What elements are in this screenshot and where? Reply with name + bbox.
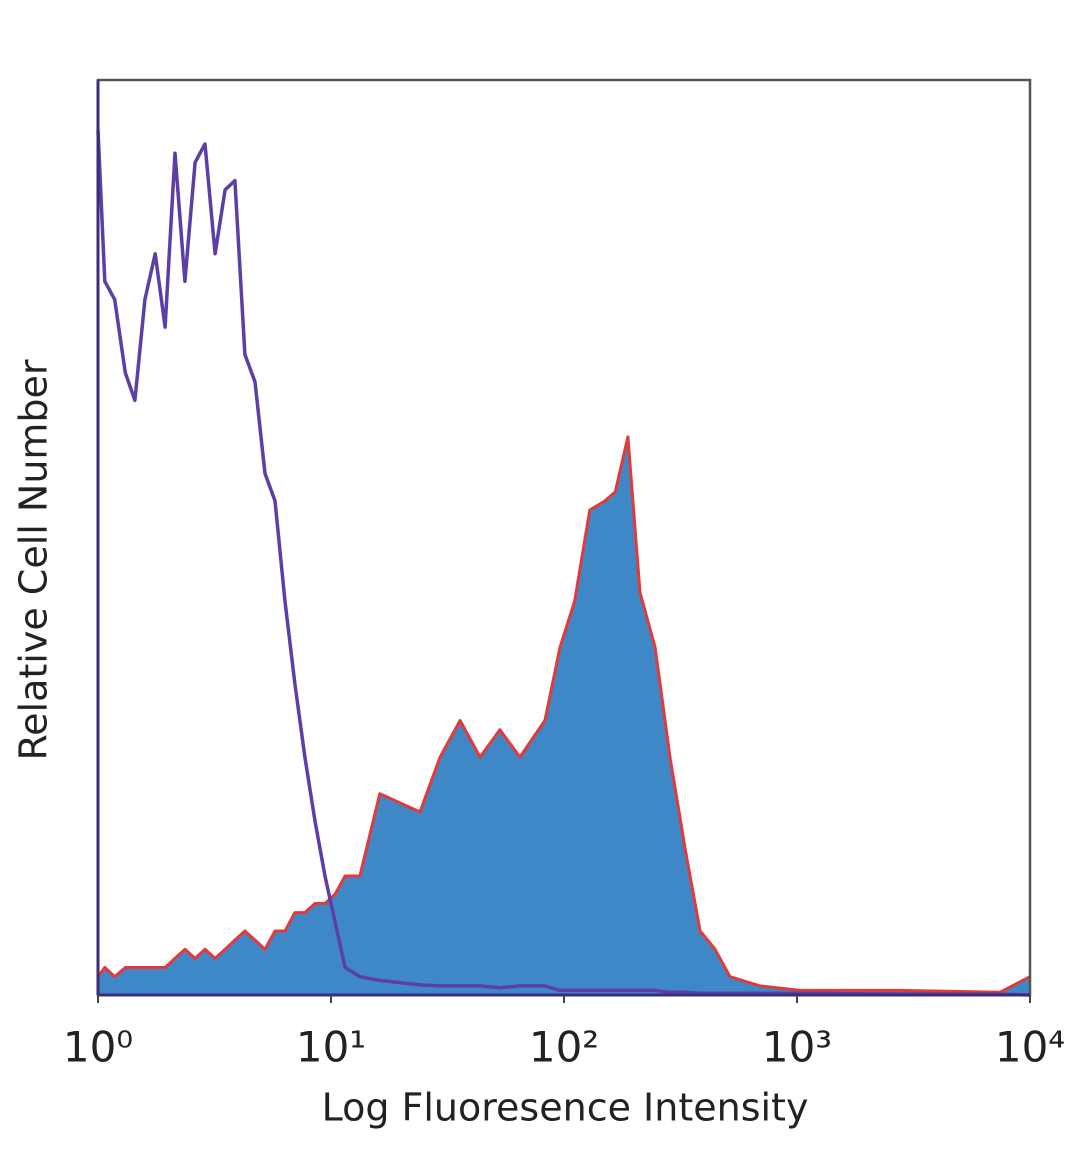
area-fill <box>98 436 1030 995</box>
x-axis-label: Log Fluoresence Intensity <box>322 1086 809 1130</box>
x-tick-label: 10¹ <box>296 1023 366 1072</box>
x-tick-label: 10³ <box>762 1023 832 1072</box>
y-axis-label: Relative Cell Number <box>12 359 56 760</box>
x-tick-label: 10² <box>529 1023 599 1072</box>
x-tick-label: 10⁰ <box>63 1023 133 1072</box>
area-outline <box>96 435 1031 994</box>
x-tick-label: 10⁴ <box>995 1023 1065 1072</box>
histogram-line <box>96 130 1031 997</box>
